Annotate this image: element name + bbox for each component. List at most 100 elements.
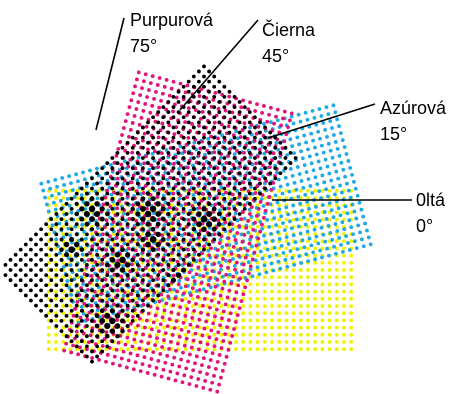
magenta-dot (143, 295, 148, 300)
black-dot (237, 161, 242, 165)
cyan-dot (72, 195, 77, 199)
yellow-dot (262, 196, 267, 200)
yellow-dot (162, 210, 166, 215)
magenta-dot (253, 191, 258, 196)
black-dot (161, 115, 166, 120)
black-dot (149, 236, 157, 243)
magenta-dot (93, 260, 98, 264)
cyan-dot (180, 233, 184, 238)
black-dot (186, 191, 191, 196)
magenta-dot (164, 107, 168, 112)
cyan-dot (137, 297, 142, 301)
yellow-dot (334, 332, 339, 337)
yellow-dot (342, 260, 346, 265)
cyan-dot (288, 167, 293, 171)
cyan-dot (192, 170, 197, 175)
magenta-dot (236, 283, 241, 288)
magenta-dot (172, 214, 177, 219)
yellow-dot (262, 296, 267, 301)
magenta-dot (172, 132, 177, 137)
magenta-dot (130, 121, 135, 125)
yellow-dot (234, 347, 238, 352)
black-dot (191, 145, 196, 150)
black-dot (288, 161, 293, 165)
black-dot (176, 120, 181, 125)
magenta-dot (144, 266, 148, 271)
magenta-dot (171, 221, 175, 226)
magenta-dot (126, 276, 131, 281)
magenta-dot (242, 232, 247, 237)
magenta-dot (160, 345, 164, 349)
black-dot (227, 110, 232, 115)
magenta-dot (104, 359, 108, 364)
cyan-dot (310, 191, 315, 195)
cyan-dot (50, 193, 54, 198)
black-dot (222, 125, 227, 130)
cyan-dot (315, 182, 320, 187)
cyan-dot (303, 192, 308, 197)
black-dot (94, 221, 100, 227)
black-dot (176, 100, 181, 104)
yellow-dot (162, 318, 166, 323)
yellow-dot (248, 289, 253, 294)
magenta-dot (130, 262, 134, 267)
yellow-dot (54, 340, 58, 344)
yellow-dot (126, 318, 130, 323)
cyan-dot (270, 209, 275, 214)
magenta-dot (142, 161, 147, 166)
cyan-dot (340, 249, 345, 254)
yellow-dot (54, 196, 58, 200)
black-dot (140, 227, 145, 232)
cyan-dot (300, 208, 304, 213)
magenta-dot (103, 277, 108, 282)
black-dot (166, 283, 171, 288)
cyan-dot (286, 212, 290, 217)
magenta-dot (165, 353, 170, 358)
yellow-dot (140, 232, 145, 236)
yellow-dot (298, 296, 303, 301)
magenta-dot (244, 226, 249, 230)
cyan-dot (359, 237, 364, 242)
magenta-dot (132, 114, 137, 118)
magenta-dot (156, 359, 161, 363)
yellow-dot (61, 275, 66, 280)
magenta-dot (171, 273, 176, 278)
black-dot (54, 252, 59, 257)
black-dot (44, 252, 49, 257)
black-dot (135, 252, 140, 257)
cyan-dot (65, 196, 70, 201)
cyan-dot (69, 210, 74, 215)
yellow-dot (313, 246, 318, 251)
label-black: Čierna 45° (179, 19, 316, 111)
magenta-dot (213, 202, 218, 207)
magenta-dot (214, 337, 219, 342)
magenta-dot (171, 191, 176, 196)
magenta-dot (102, 337, 107, 341)
black-dot (151, 145, 155, 150)
yellow-dot (54, 268, 58, 272)
yellow-dot (162, 325, 166, 330)
black-dot (171, 115, 176, 120)
magenta-dot (203, 267, 208, 272)
cyan-dot (319, 114, 324, 118)
magenta-dot (226, 265, 230, 270)
yellow-dot (320, 268, 325, 272)
black-dot (212, 125, 217, 130)
yellow-dot (248, 340, 253, 344)
yellow-dot (277, 275, 282, 280)
yellow-dot (334, 347, 339, 352)
black-dot (171, 247, 176, 252)
magenta-dot (121, 349, 126, 354)
cyan-dot (232, 234, 237, 239)
black-dot (109, 308, 115, 314)
magenta-dot (131, 173, 136, 178)
cyan-dot (264, 270, 269, 275)
black-dot (176, 151, 181, 155)
black-dot (110, 166, 115, 171)
black-dot (74, 324, 79, 328)
magenta-dot (137, 122, 142, 127)
yellow-dot (291, 347, 296, 352)
magenta-dot (220, 204, 224, 209)
black-dot (181, 135, 186, 140)
black-dot (59, 278, 64, 283)
